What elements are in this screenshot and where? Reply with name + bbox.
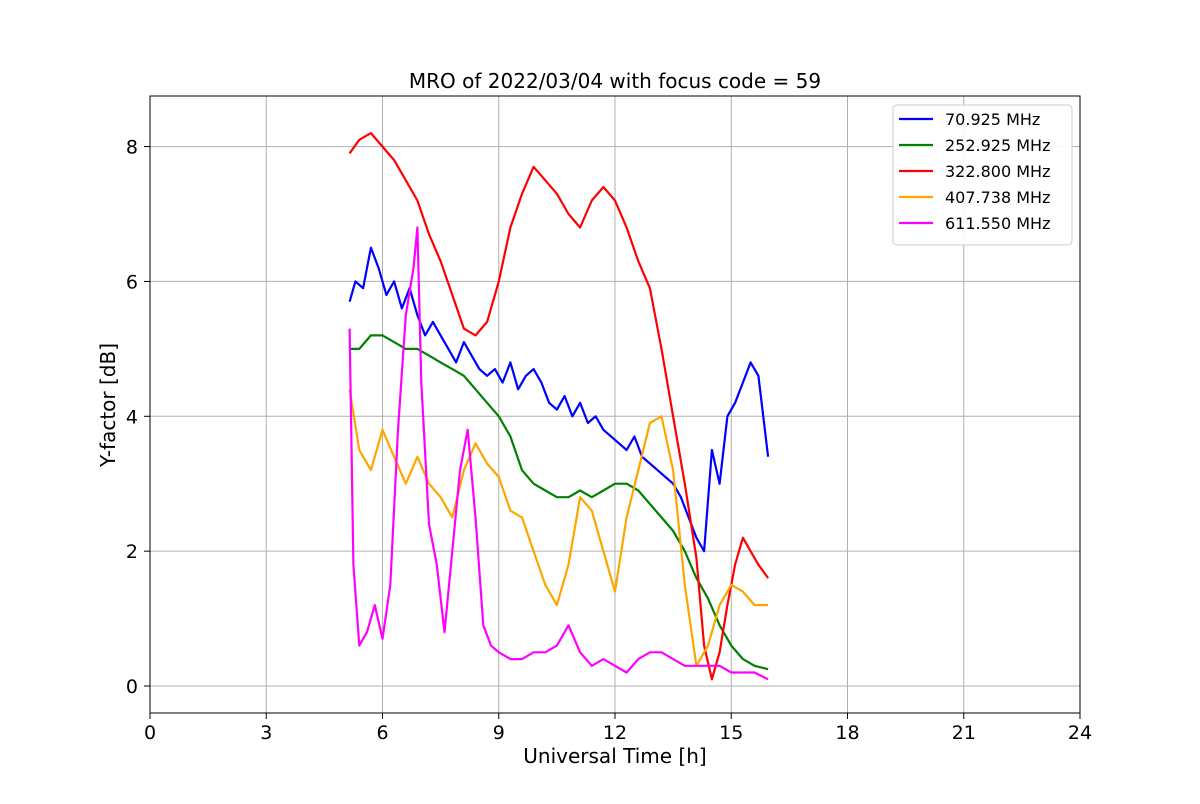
series-line-4	[348, 226, 769, 681]
legend-label: 322.800 MHz	[945, 162, 1050, 181]
x-tick-label: 12	[603, 722, 627, 744]
legend-label: 611.550 MHz	[945, 214, 1050, 233]
legend: 70.925 MHz 252.925 MHz 322.800 MHz 407.738 …	[892, 104, 1073, 246]
x-tick-label: 18	[835, 722, 859, 744]
y-axis-label: Y-factor [dB]	[96, 343, 120, 468]
x-axis-label: Universal Time [h]	[523, 744, 706, 768]
x-tick-label: 9	[493, 722, 505, 744]
x-tick-label: 0	[144, 722, 156, 744]
series-line-1	[349, 334, 769, 671]
y-tick-label: 2	[126, 541, 138, 563]
x-tick-label: 21	[952, 722, 976, 744]
y-tick-label: 8	[126, 137, 138, 159]
series-line-0	[348, 246, 770, 553]
legend-label: 70.925 MHz	[945, 110, 1040, 129]
x-tick-label: 6	[376, 722, 388, 744]
y-tick-label: 4	[126, 406, 138, 428]
chart-title: MRO of 2022/03/04 with focus code = 59	[409, 69, 821, 93]
legend-label: 252.925 MHz	[945, 136, 1050, 155]
x-tick-label: 15	[719, 722, 743, 744]
x-tick-label: 3	[260, 722, 272, 744]
legend-label: 407.738 MHz	[945, 188, 1050, 207]
y-tick-label: 6	[126, 271, 138, 293]
x-tick-label: 24	[1068, 722, 1092, 744]
y-tick-label: 0	[126, 676, 138, 698]
series-lines	[348, 132, 770, 681]
legend-box	[892, 104, 1073, 246]
